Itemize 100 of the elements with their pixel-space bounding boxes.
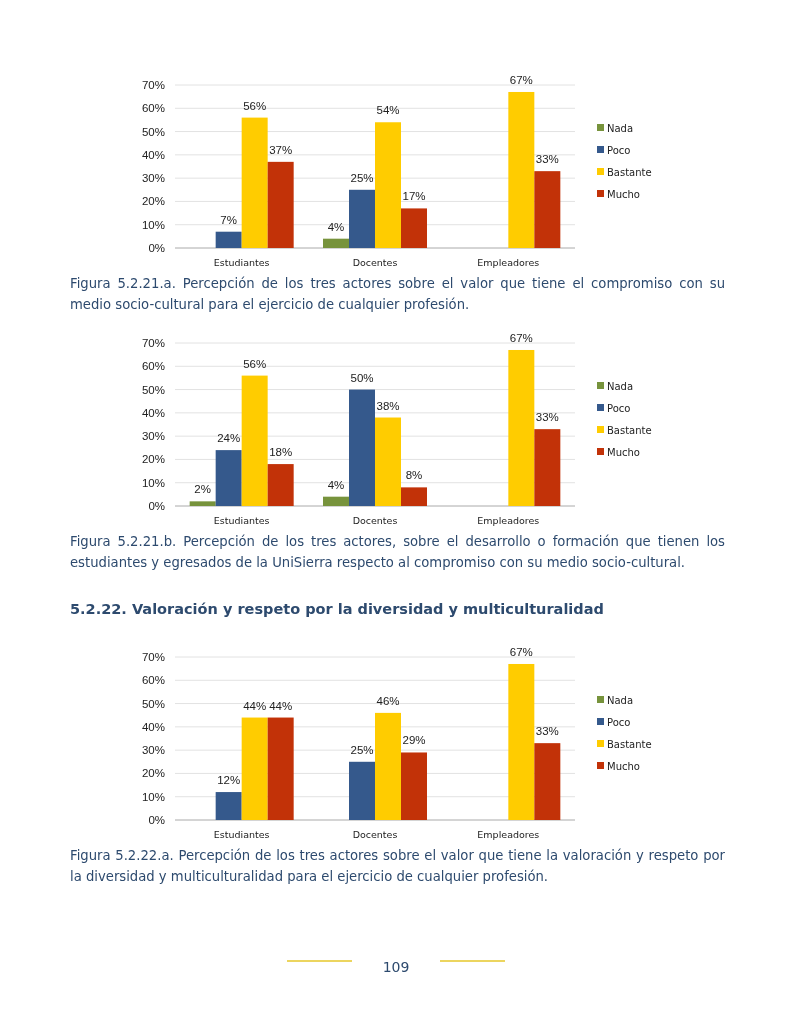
x-tick-label: Docentes xyxy=(352,257,398,268)
bar xyxy=(241,717,268,820)
y-tick-label: 60% xyxy=(141,102,165,115)
text: 109 xyxy=(382,959,410,975)
data-label: 33% xyxy=(535,725,559,738)
legend-label: Bastante xyxy=(607,738,652,750)
x-tick-label: Empleadores xyxy=(477,515,540,526)
bar xyxy=(375,122,401,248)
x-tick-label: Empleadores xyxy=(477,829,540,840)
bar xyxy=(534,743,561,820)
data-label: 33% xyxy=(535,153,559,166)
bar xyxy=(267,464,294,506)
data-label: 54% xyxy=(376,104,400,117)
y-tick-label: 10% xyxy=(141,218,165,231)
bar xyxy=(375,712,401,820)
data-label: 4% xyxy=(327,220,345,233)
data-label: 33% xyxy=(535,411,559,424)
x-tick-label: Empleadores xyxy=(477,257,540,268)
y-tick-label: 70% xyxy=(141,651,165,664)
data-label: 67% xyxy=(509,645,533,658)
y-tick-label: 60% xyxy=(141,674,165,687)
legend-label: Poco xyxy=(607,402,631,414)
y-tick-label: 40% xyxy=(141,406,165,419)
chart-title: 5.2.22. Valoración y respeto por la diversidad y multiculturalidad xyxy=(70,601,604,617)
bar xyxy=(534,429,561,506)
bar xyxy=(508,349,535,506)
y-tick-label: 0% xyxy=(148,242,165,255)
bar xyxy=(401,208,427,248)
bar xyxy=(508,663,535,820)
data-label: 12% xyxy=(217,774,241,787)
legend-label: Mucho xyxy=(607,446,640,458)
bar xyxy=(349,189,375,248)
legend-label: Nada xyxy=(607,122,634,134)
bar xyxy=(401,752,427,820)
text: Figura 5.2.21.b. Percepción de los tres actores, sobre el desarrollo o formación que tienen los estudiantes y egresados de la UniSierra respecto al compromiso con su medio socio-cultural. xyxy=(70,533,725,572)
y-tick-label: 40% xyxy=(141,148,165,161)
y-tick-label: 0% xyxy=(148,814,165,827)
bar xyxy=(349,761,375,820)
bar xyxy=(189,501,216,506)
data-label: 67% xyxy=(509,73,533,86)
y-tick-label: 50% xyxy=(141,125,165,138)
data-label: 56% xyxy=(243,357,267,370)
bar xyxy=(267,161,294,248)
data-label: 44% xyxy=(269,699,293,712)
x-tick-label: Docentes xyxy=(352,829,398,840)
y-tick-label: 10% xyxy=(141,476,165,489)
bar xyxy=(401,487,427,506)
data-label: 18% xyxy=(269,446,293,459)
bar xyxy=(508,91,535,248)
y-tick-label: 40% xyxy=(141,720,165,733)
y-tick-label: 10% xyxy=(141,790,165,803)
bar xyxy=(215,450,242,506)
x-tick-label: Estudiantes xyxy=(213,515,270,526)
y-tick-label: 70% xyxy=(141,337,165,350)
legend-label: Nada xyxy=(607,694,634,706)
data-label: 50% xyxy=(350,371,374,384)
data-label: 25% xyxy=(350,171,374,184)
bar xyxy=(534,171,561,248)
data-label: 4% xyxy=(327,478,345,491)
legend-label: Mucho xyxy=(607,188,640,200)
bar xyxy=(323,496,349,506)
legend-label: Poco xyxy=(607,716,631,728)
y-tick-label: 30% xyxy=(141,744,165,757)
data-label: 8% xyxy=(405,469,423,482)
y-tick-label: 50% xyxy=(141,697,165,710)
text: Figura 5.2.22.a. Percepción de los tres actores sobre el valor que tiene la valoración y respeto por la diversidad y multiculturalidad para el ejercicio de cualquier profesión. xyxy=(70,847,725,886)
y-tick-label: 70% xyxy=(141,79,165,92)
bar xyxy=(241,117,268,248)
legend-label: Bastante xyxy=(607,166,652,178)
legend-label: Bastante xyxy=(607,424,652,436)
data-label: 2% xyxy=(194,483,211,496)
data-label: 24% xyxy=(217,432,241,445)
y-tick-label: 30% xyxy=(141,430,165,443)
data-label: 17% xyxy=(402,190,426,203)
data-label: 44% xyxy=(243,699,267,712)
bar xyxy=(215,231,242,248)
x-tick-label: Estudiantes xyxy=(213,829,270,840)
data-label: 67% xyxy=(509,331,533,344)
legend-label: Poco xyxy=(607,144,631,156)
x-tick-label: Docentes xyxy=(352,515,398,526)
x-tick-label: Estudiantes xyxy=(213,257,270,268)
bar xyxy=(215,792,242,820)
y-tick-label: 60% xyxy=(141,360,165,373)
data-label: 37% xyxy=(269,143,293,156)
data-label: 38% xyxy=(376,399,400,412)
y-tick-label: 20% xyxy=(141,195,165,208)
legend-label: Nada xyxy=(607,380,634,392)
y-tick-label: 20% xyxy=(141,767,165,780)
y-tick-label: 50% xyxy=(141,383,165,396)
bar xyxy=(375,417,401,506)
text: Figura 5.2.21.a. Percepción de los tres actores sobre el valor que tiene el compromiso con su medio socio-cultural para el ejercicio de cualquier profesión. xyxy=(70,275,725,314)
bar xyxy=(267,717,294,820)
data-label: 29% xyxy=(402,734,426,747)
y-tick-label: 30% xyxy=(141,172,165,185)
y-tick-label: 0% xyxy=(148,500,165,513)
y-tick-label: 20% xyxy=(141,453,165,466)
data-label: 46% xyxy=(376,694,400,707)
data-label: 56% xyxy=(243,99,267,112)
data-label: 7% xyxy=(220,213,237,226)
data-label: 25% xyxy=(350,743,374,756)
